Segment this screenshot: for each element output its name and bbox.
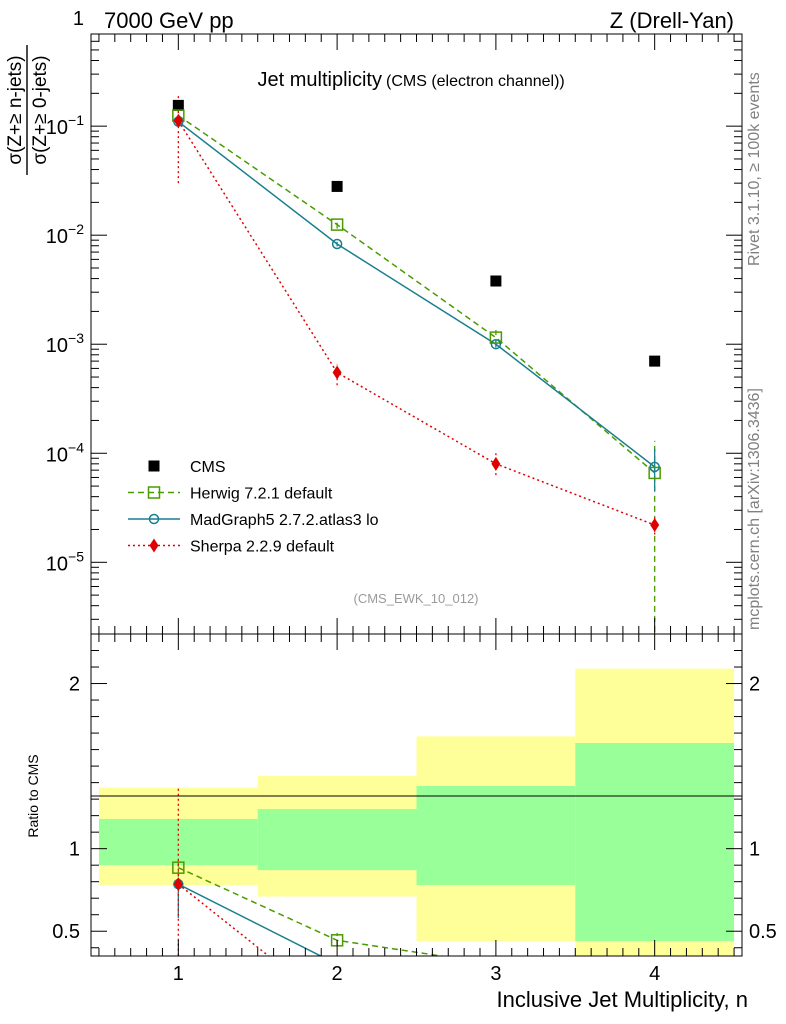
data-point [491,456,501,471]
energy-label: 7000 GeV pp [104,8,234,33]
ratio-axes: 1 2 3 4 0.5 0.5 1 1 2 2 [52,634,777,985]
y-tick-label: 10−5 [46,548,84,575]
ratio-y-label: Ratio to CMS [25,754,41,837]
data-point [648,466,661,480]
data-point [649,461,660,473]
y-tick-label: 10−4 [46,439,84,466]
data-point [147,486,161,499]
x-tick-label: 4 [649,963,660,985]
ratio-y-tick-label: 1 [69,839,80,861]
ratio-y-tick-label: 1 [749,839,760,861]
main-axes: 10−5 10−4 10−3 10−2 10−1 1 [46,8,742,634]
data-point [149,538,159,553]
main-frame [90,33,743,635]
chart-subtitle: (CMS (electron channel)) [386,73,565,90]
y-axis-label-denominator: σ(Z+≥ 0-jets) [30,55,51,164]
data-point [333,1003,342,1017]
legend: CMS Herwig 7.2.1 default MadGraph5 2.7.2.a… [128,459,379,556]
main-panel: 10−5 10−4 10−3 10−2 10−1 1 Jet multiplicity (… [46,8,743,635]
ratio-bands [98,668,735,956]
x-tick-label: 3 [490,963,501,985]
data-point [490,275,502,287]
data-point [330,218,344,231]
series-line [177,121,656,468]
data-point [172,99,184,111]
chart-title: Jet multiplicity [258,69,382,91]
data-point [173,877,183,892]
data-point [172,861,185,874]
data-point [331,238,343,250]
legend-label: Sherpa 2.2.9 default [190,539,335,556]
ratio-y-tick-label: 0.5 [52,921,80,943]
legend-label: CMS [190,459,226,476]
legend-label: MadGraph5 2.7.2.atlas3 lo [190,512,379,529]
stat-uncertainty-band [98,818,258,866]
x-tick-label: 1 [173,963,184,985]
data-point [148,460,160,472]
data-point [489,331,503,344]
stat-uncertainty-band [416,785,576,885]
data-point [650,517,660,532]
x-tick-label: 2 [332,963,343,985]
data-point [173,113,183,128]
y-tick-label: 1 [73,8,84,30]
data-point [332,365,342,380]
stat-uncertainty-band [257,809,417,871]
ratio-y-tick-label: 2 [69,674,80,696]
x-axis-label: Inclusive Jet Multiplicity, n [497,987,748,1012]
series-line [177,120,655,526]
process-label: Z (Drell-Yan) [609,8,734,33]
main-data-layer [172,95,661,634]
data-point [331,180,343,192]
data-point [649,355,661,367]
y-tick-label: 10−1 [46,112,84,139]
ratio-series-line [177,883,270,956]
ratio-panel: 1 2 3 4 0.5 0.5 1 1 2 2 Ratio to CMS Inclusive Je… [25,633,777,1017]
y-axis-label-numerator: σ(Z+≥ n-jets) [5,55,26,164]
y-axis-label-main: σ(Z+≥ n-jets) σ(Z+≥ 0-jets) [5,45,51,175]
data-point [490,338,502,350]
y-tick-label: 10−2 [46,221,84,248]
data-point [148,513,160,525]
ratio-y-tick-label: 0.5 [749,921,777,943]
ratio-series-line [177,883,323,956]
ratio-y-tick-label: 2 [749,674,760,696]
y-tick-label: 10−3 [46,330,84,357]
analysis-watermark: (CMS_EWK_10_012) [354,591,479,606]
stat-uncertainty-band [575,742,735,942]
legend-label: Herwig 7.2.1 default [190,486,333,503]
